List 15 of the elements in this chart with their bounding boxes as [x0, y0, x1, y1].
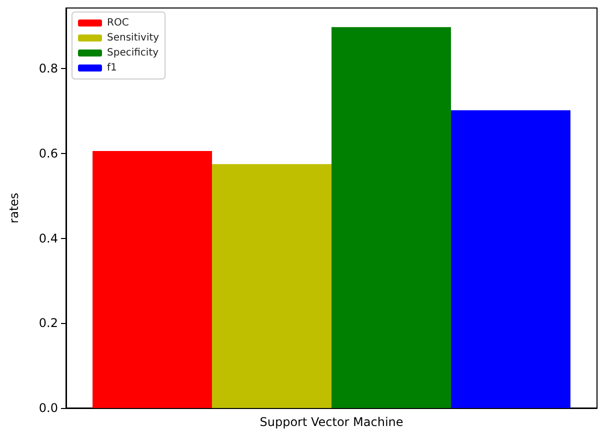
legend-label: Sensitivity	[107, 32, 160, 44]
y-tick-label: 0.0	[38, 401, 58, 415]
bar	[332, 27, 451, 408]
bar	[450, 110, 570, 408]
y-axis-title: rates	[7, 192, 21, 224]
y-tick-label: 0.2	[38, 316, 58, 330]
y-tick-label: 0.6	[38, 146, 58, 160]
x-tick-label: Support Vector Machine	[260, 415, 404, 429]
bar	[92, 150, 212, 408]
y-tick-label: 0.8	[38, 62, 58, 76]
legend-label: ROC	[107, 18, 129, 28]
legend-label: Specificity	[107, 48, 159, 58]
legend-label: f1	[107, 62, 117, 74]
bar	[212, 164, 332, 408]
y-tick-label: 0.4	[38, 231, 58, 246]
